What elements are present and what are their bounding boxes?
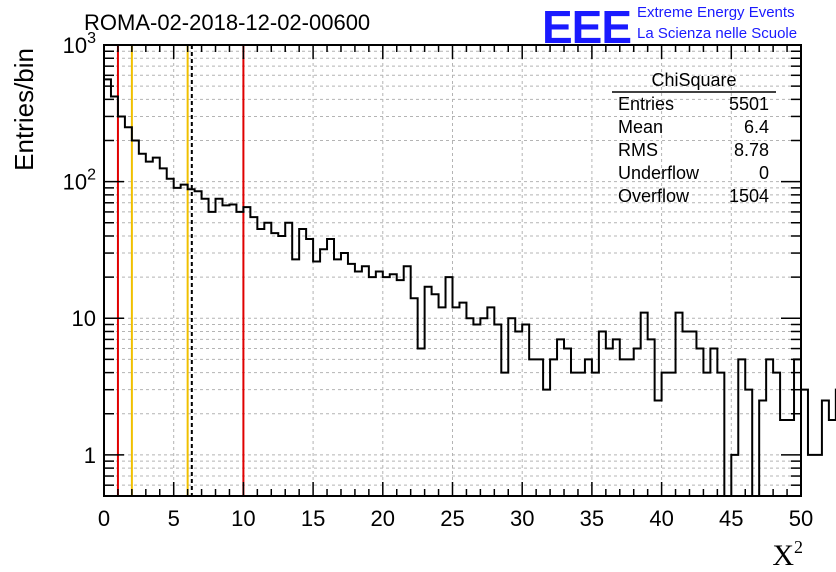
grid-layer — [103, 45, 802, 497]
x-tick-label: 35 — [580, 506, 604, 531]
x-tick-label: 10 — [231, 506, 255, 531]
histogram-outline — [103, 78, 836, 497]
stats-value: 1504 — [729, 186, 769, 206]
y-tick-label: 10 — [72, 306, 96, 331]
x-tick-label: 50 — [789, 506, 813, 531]
x-tick-label: 15 — [301, 506, 325, 531]
y-tick-label: 102 — [63, 167, 96, 195]
x-tick-label: 20 — [371, 506, 395, 531]
stats-value: 8.78 — [734, 140, 769, 160]
x-tick-label: 30 — [510, 506, 534, 531]
stats-label: Underflow — [618, 163, 700, 183]
x-tick-label: 45 — [719, 506, 743, 531]
x-axis-title: X2 — [772, 537, 803, 572]
x-tick-label: 25 — [440, 506, 464, 531]
labels-layer: 0 5 10 15 20 25 30 35 40 45 50 1 10 102 103 Entries/bin… — [9, 30, 813, 572]
x-tick-label: 5 — [168, 506, 180, 531]
y-tick-label: 103 — [63, 30, 96, 58]
stats-value: 0 — [759, 163, 769, 183]
stats-label: Entries — [618, 94, 674, 114]
logo-line-2: La Scienza nelle Scuole — [637, 25, 798, 42]
stats-label: RMS — [618, 140, 658, 160]
y-axis-title: Entries/bin — [9, 48, 39, 171]
stats-value: 6.4 — [744, 117, 769, 137]
stats-value: 5501 — [729, 94, 769, 114]
stats-title: ChiSquare — [651, 70, 736, 90]
logo-line-1: Extreme Energy Events — [637, 4, 795, 21]
stats-label: Overflow — [618, 186, 690, 206]
ticks-layer — [103, 45, 802, 497]
stats-label: Mean — [618, 117, 663, 137]
vertical-lines-layer — [116, 45, 245, 496]
x-tick-label: 40 — [649, 506, 673, 531]
y-tick-label: 1 — [84, 443, 96, 468]
x-tick-label: 0 — [98, 506, 110, 531]
stats-box: ChiSquare Entries 5501 Mean 6.4 RMS 8.78 Underf… — [612, 70, 776, 206]
run-title: ROMA-02-2018-12-02-00600 — [84, 10, 371, 35]
